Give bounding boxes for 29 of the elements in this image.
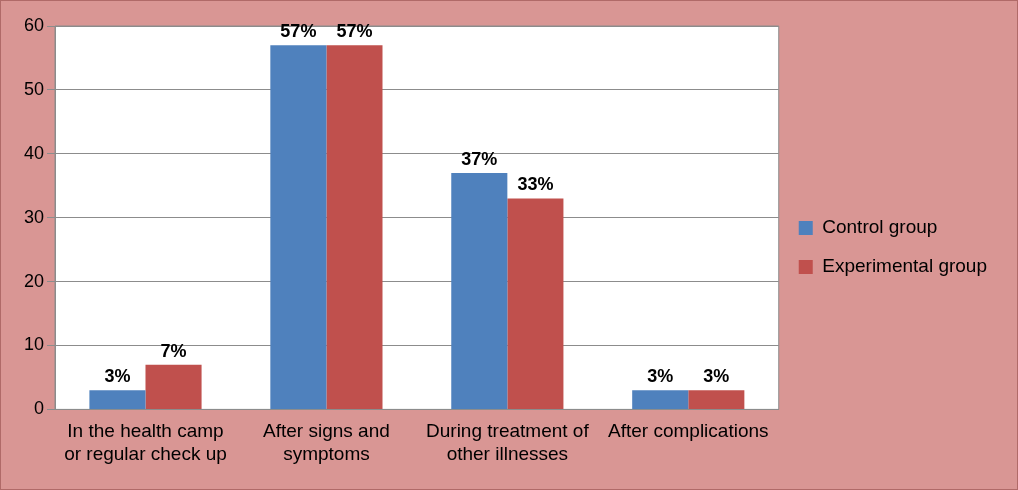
y-tick-label: 0 (34, 398, 45, 419)
bar (145, 364, 202, 409)
x-tick-label: During treatment of other illnesses (426, 420, 590, 464)
data-label: 3% (104, 366, 131, 387)
y-tick-label: 30 (23, 206, 45, 227)
y-tick-label: 40 (23, 142, 45, 163)
bar (451, 172, 508, 409)
y-tick-label: 60 (23, 14, 45, 35)
y-tick-label: 10 (23, 334, 45, 355)
data-label: 33% (517, 174, 554, 195)
bar (89, 390, 146, 409)
x-tick-label: After complications (608, 420, 769, 442)
bar (507, 198, 564, 409)
x-tick-label: After signs and symptoms (263, 420, 390, 464)
x-tick-label: In the health camp or regular check up (64, 420, 227, 464)
y-tick-label: 50 (23, 78, 45, 99)
legend-label: Control group (822, 216, 938, 238)
legend-label: Experimental group (822, 255, 988, 277)
data-label: 57% (336, 21, 373, 42)
data-label: 3% (647, 366, 674, 387)
data-label: 3% (703, 366, 730, 387)
bar (632, 390, 689, 409)
bar (326, 45, 383, 409)
y-tick-label: 20 (23, 270, 45, 291)
bar (270, 45, 327, 409)
data-label: 57% (280, 21, 317, 42)
bar (688, 390, 745, 409)
data-label: 37% (461, 148, 498, 169)
data-label: 7% (160, 340, 187, 361)
